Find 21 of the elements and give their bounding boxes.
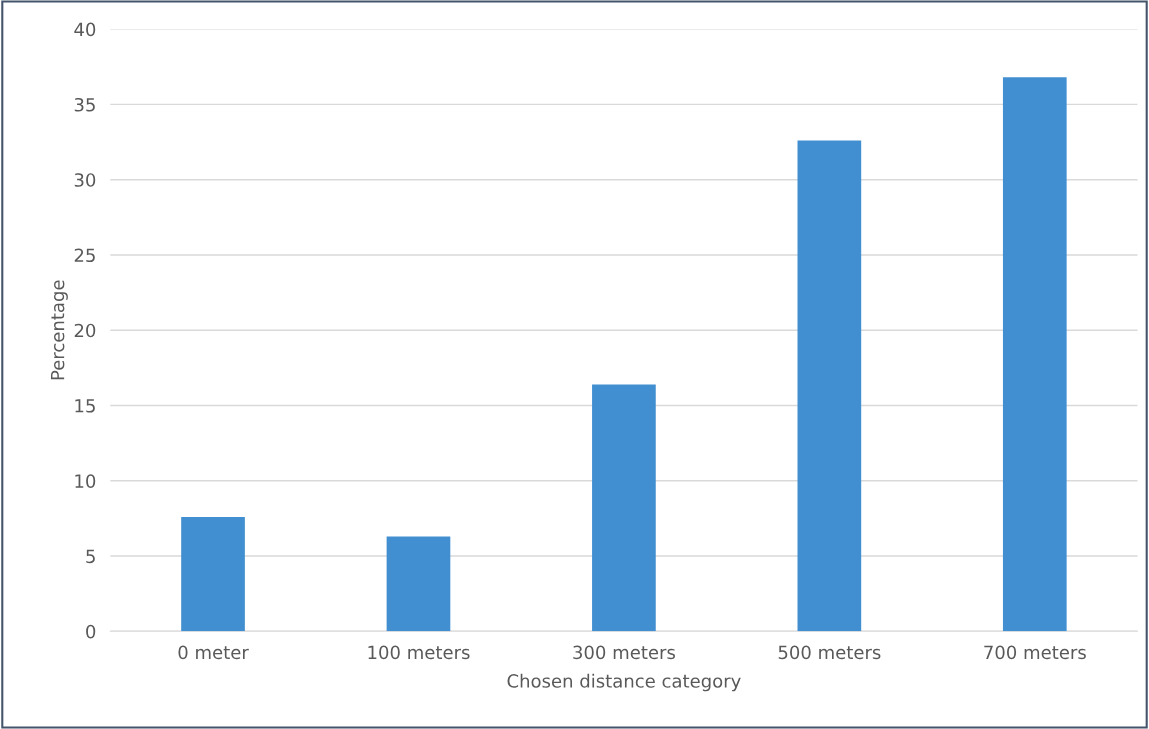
- y-tick-label: 35: [74, 97, 95, 112]
- y-tick-label: 40: [74, 22, 96, 37]
- bar: [797, 140, 862, 632]
- bar: [592, 384, 656, 632]
- y-axis-title: Percentage: [50, 280, 68, 380]
- y-tick-label: 20: [74, 323, 96, 338]
- bar: [386, 536, 451, 632]
- y-tick-label: 15: [75, 399, 95, 413]
- x-axis-title: Chosen distance category: [507, 673, 741, 692]
- y-tick-label: 30: [74, 173, 96, 187]
- y-tick-label: 25: [74, 248, 95, 263]
- bar: [181, 516, 245, 632]
- x-tick-label: 100 meters: [368, 645, 470, 660]
- y-tick-label: 0: [86, 624, 96, 639]
- y-tick-label: 5: [86, 549, 95, 564]
- x-tick-label: 0 meter: [178, 645, 249, 660]
- bar: [1002, 77, 1067, 632]
- x-tick-label: 700 meters: [984, 645, 1086, 660]
- x-tick-label: 300 meters: [573, 645, 675, 660]
- x-tick-label: 500 meters: [778, 645, 881, 660]
- y-tick-label: 10: [75, 474, 96, 488]
